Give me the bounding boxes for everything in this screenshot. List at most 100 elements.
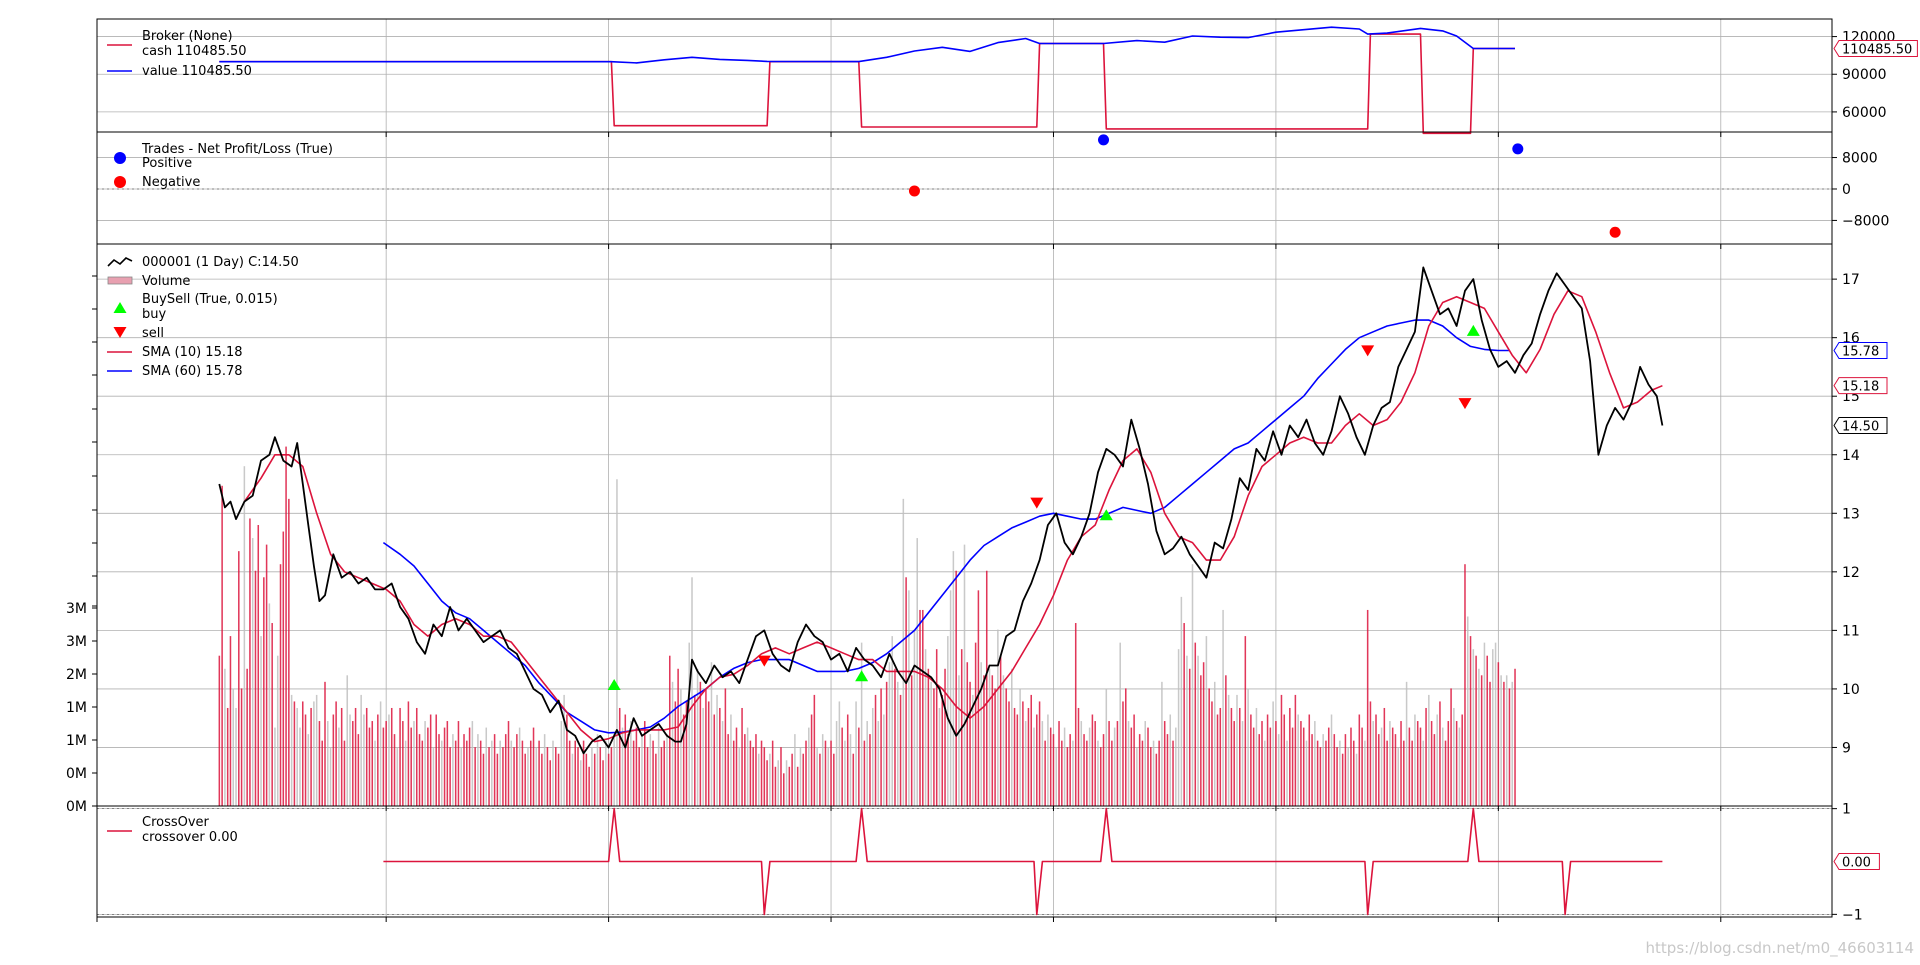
volume-bar-265 bbox=[955, 570, 957, 806]
volume-bar-15 bbox=[260, 636, 262, 806]
legend-layer: Broker (None)cash 110485.50 value 110485.… bbox=[107, 29, 333, 845]
volume-bar-312 bbox=[1086, 740, 1088, 806]
volume-bar-393 bbox=[1311, 734, 1313, 806]
volume-bar-120 bbox=[552, 740, 554, 806]
volume-bar-292 bbox=[1030, 694, 1032, 806]
sma10-last-value-label-box bbox=[1833, 377, 1888, 395]
volume-bar-72 bbox=[418, 734, 421, 806]
volume-bar-14 bbox=[257, 525, 260, 806]
volume-bar-353 bbox=[1200, 675, 1202, 806]
legend-close-label: 000001 (1 Day) C:14.50 bbox=[142, 255, 299, 270]
y-tick-label-price-4: 13 bbox=[1842, 506, 1860, 522]
volume-bar-252 bbox=[919, 609, 921, 806]
volume-tick-label-2: 1M bbox=[66, 733, 87, 749]
volume-bar-345 bbox=[1177, 649, 1180, 806]
volume-bar-391 bbox=[1305, 740, 1308, 806]
volume-bar-364 bbox=[1230, 707, 1233, 806]
volume-bar-57 bbox=[377, 714, 379, 806]
volume-bar-36 bbox=[318, 721, 321, 806]
close-last-value-label: 14.50 bbox=[1842, 419, 1879, 434]
volume-bar-149 bbox=[632, 740, 635, 806]
volume-bar-311 bbox=[1083, 734, 1085, 806]
crossover-last-value-label: 0.00 bbox=[1842, 856, 1871, 871]
lines-layer bbox=[218, 26, 1664, 916]
volume-bar-153 bbox=[643, 721, 646, 806]
panel-frame-trades bbox=[96, 131, 1833, 245]
volume-bar-192 bbox=[752, 747, 754, 806]
volume-bar-228 bbox=[852, 753, 855, 806]
legend-negative-marker bbox=[114, 176, 126, 188]
panel-frame-broker bbox=[96, 18, 1833, 133]
legend-positive-label: Positive bbox=[142, 156, 192, 171]
volume-bar-352 bbox=[1197, 655, 1199, 806]
volume-bar-44 bbox=[340, 707, 343, 806]
volume-bar-328 bbox=[1130, 727, 1133, 806]
volume-bar-458 bbox=[1492, 649, 1494, 806]
volume-bar-456 bbox=[1486, 655, 1488, 806]
volume-bar-25 bbox=[288, 498, 290, 806]
watermark-text: https://blog.csdn.net/m0_46603114 bbox=[1645, 939, 1914, 957]
legend-buy-label: buy bbox=[142, 307, 166, 322]
volume-bar-16 bbox=[263, 577, 265, 806]
volume-bar-13 bbox=[254, 570, 257, 806]
volume-bar-300 bbox=[1052, 734, 1055, 806]
volume-bar-438 bbox=[1436, 714, 1438, 806]
volume-tick-label-6: 3M bbox=[66, 601, 87, 617]
broker-value-line bbox=[219, 26, 1515, 64]
volume-bar-227 bbox=[849, 734, 852, 806]
volume-bar-348 bbox=[1186, 655, 1188, 806]
volume-bar-326 bbox=[1125, 688, 1127, 806]
volume-bar-408 bbox=[1352, 740, 1355, 806]
volume-bar-39 bbox=[327, 721, 329, 806]
volume-bar-244 bbox=[897, 681, 899, 806]
sma60-last-value-label: 15.78 bbox=[1842, 345, 1879, 360]
volume-bar-259 bbox=[938, 707, 941, 806]
volume-bar-48 bbox=[352, 721, 354, 806]
volume-bar-452 bbox=[1475, 655, 1477, 806]
volume-bar-331 bbox=[1138, 734, 1141, 806]
volume-bar-159 bbox=[660, 747, 663, 806]
volume-bar-440 bbox=[1441, 727, 1444, 806]
volume-bar-183 bbox=[727, 734, 729, 806]
volume-bar-335 bbox=[1150, 747, 1152, 806]
volume-bar-319 bbox=[1105, 688, 1108, 806]
volume-bar-239 bbox=[883, 714, 885, 806]
volume-bar-187 bbox=[738, 747, 741, 806]
volume-bar-262 bbox=[947, 636, 949, 806]
volume-bar-411 bbox=[1361, 727, 1363, 806]
volume-bar-144 bbox=[618, 707, 621, 806]
volume-bar-383 bbox=[1283, 714, 1286, 806]
volume-bar-206 bbox=[791, 753, 793, 806]
buy-marker-1 bbox=[855, 670, 869, 682]
volume-bar-465 bbox=[1511, 681, 1514, 806]
volume-bar-42 bbox=[335, 701, 337, 806]
volume-bar-235 bbox=[871, 707, 874, 806]
volume-bar-389 bbox=[1300, 721, 1302, 806]
volume-bar-47 bbox=[349, 714, 351, 806]
volume-bar-444 bbox=[1453, 707, 1455, 806]
volume-tick-label-4: 2M bbox=[66, 667, 87, 683]
volume-bar-303 bbox=[1061, 740, 1063, 806]
volume-bar-103 bbox=[504, 734, 507, 806]
volume-bar-160 bbox=[663, 740, 665, 806]
volume-bar-54 bbox=[368, 727, 371, 806]
volume-bar-278 bbox=[991, 675, 994, 806]
volume-bar-333 bbox=[1144, 721, 1146, 806]
volume-bar-387 bbox=[1294, 694, 1297, 806]
volume-bar-255 bbox=[927, 668, 930, 806]
volume-bar-293 bbox=[1033, 727, 1035, 806]
volume-bar-355 bbox=[1205, 636, 1208, 806]
volume-bar-170 bbox=[691, 577, 693, 806]
volume-bar-62 bbox=[390, 707, 393, 806]
volume-bar-79 bbox=[438, 734, 440, 806]
volume-bar-291 bbox=[1027, 707, 1030, 806]
volume-bar-27 bbox=[293, 701, 296, 806]
volume-bar-70 bbox=[413, 721, 415, 806]
volume-bar-107 bbox=[516, 734, 518, 806]
volume-bar-417 bbox=[1378, 734, 1380, 806]
y-tick-label-price-2: 11 bbox=[1842, 623, 1860, 639]
volume-bar-88 bbox=[463, 734, 465, 806]
volume-bar-195 bbox=[760, 740, 763, 806]
volume-bar-320 bbox=[1108, 721, 1110, 806]
volume-bar-302 bbox=[1058, 721, 1060, 806]
